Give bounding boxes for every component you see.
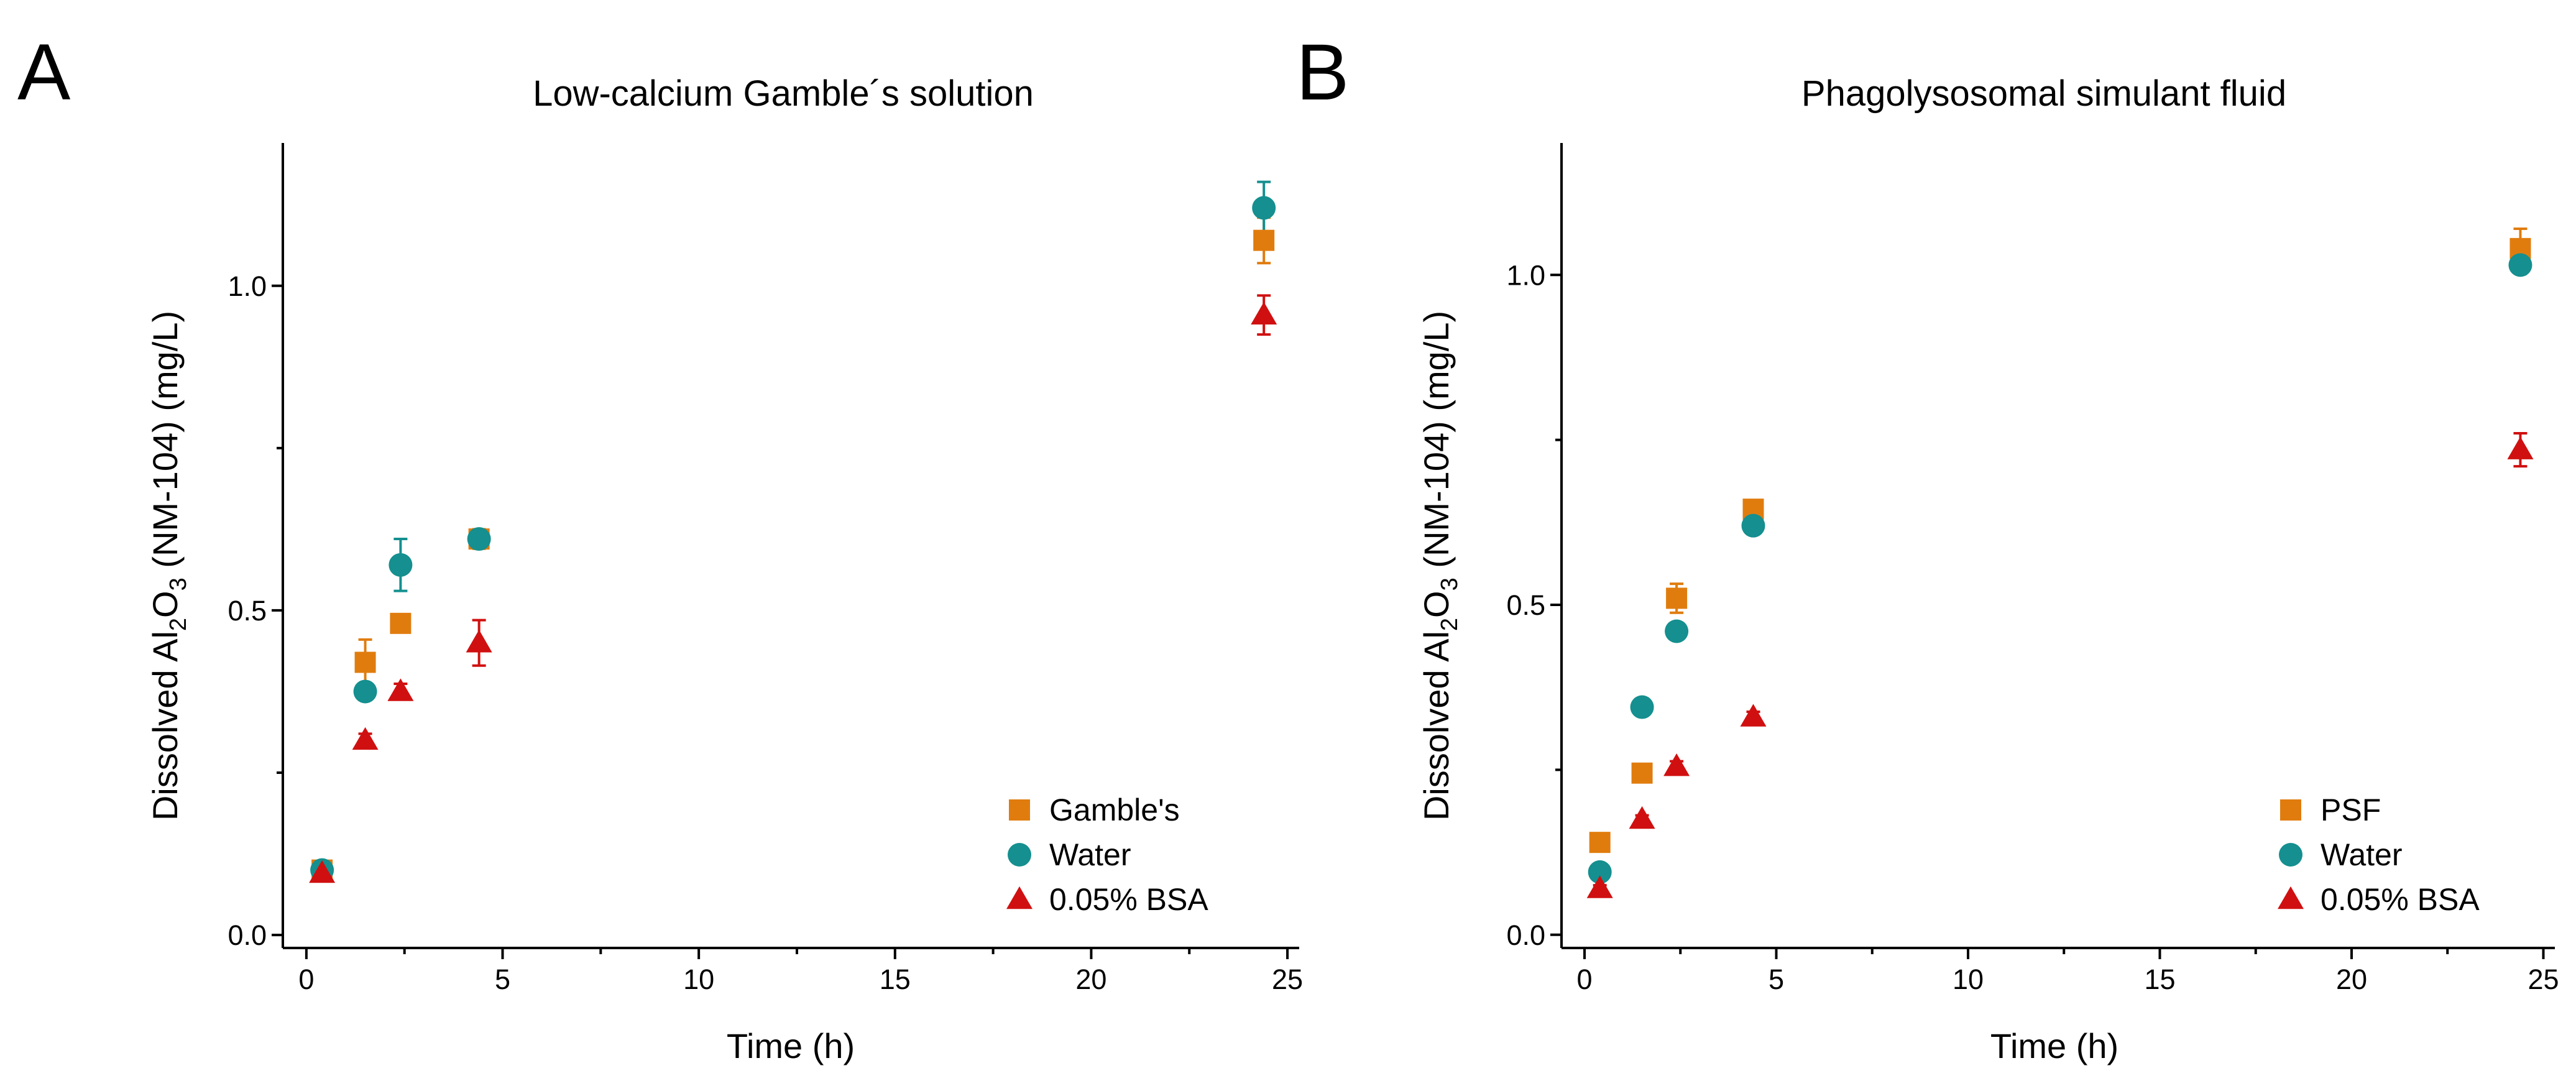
- legend-label-b: Water: [2321, 837, 2403, 872]
- panel-a-chart: A Low-calcium Gamble´s solution 0 5 10 15 20…: [17, 28, 1303, 1065]
- data-markers-b: [1586, 237, 2534, 898]
- y-tick-label-a: 0.0: [228, 919, 267, 951]
- y-tick-label-b: 0.0: [1506, 919, 1545, 951]
- y-axis-label-b-prefix: Dissolved Al: [1417, 631, 1456, 821]
- data-point-b-triangle: [1629, 806, 1655, 829]
- legend-label-a: Water: [1049, 837, 1131, 872]
- legend-entry-a: 0.05% BSA: [1006, 882, 1208, 917]
- data-point-a-circle: [353, 679, 377, 704]
- y-axis-label-a-sub1: 2: [165, 618, 191, 631]
- data-point-a-square: [1253, 229, 1275, 251]
- legend-marker-triangle: [1006, 886, 1033, 909]
- legend-label-a: 0.05% BSA: [1049, 882, 1208, 917]
- x-tick-label-b: 20: [2336, 964, 2367, 995]
- x-tick-label-b: 15: [2144, 964, 2175, 995]
- legend-entry-b: Water: [2279, 837, 2403, 872]
- data-point-a-triangle: [466, 630, 492, 653]
- y-axis-label-a-suffix: (NM-104) (mg/L): [145, 311, 185, 577]
- data-point-b-triangle: [1586, 875, 1613, 898]
- legend-marker-square: [2280, 799, 2301, 821]
- legend-entry-a: Water: [1008, 837, 1131, 872]
- legend-entry-a: Gamble's: [1009, 793, 1180, 827]
- y-axis-label-b-sub1: 2: [1437, 618, 1463, 631]
- x-tick-label-a: 0: [298, 964, 314, 995]
- y-axis-label-b-middle: O: [1417, 591, 1456, 618]
- x-tick-label-a: 10: [683, 964, 714, 995]
- y-axis-label-b: Dissolved Al2O3 (NM-104) (mg/L): [1417, 311, 1463, 821]
- x-tick-label-b: 5: [1769, 964, 1784, 995]
- legend-a: Gamble's Water 0.05% BSA: [1006, 793, 1208, 917]
- legend-label-b: 0.05% BSA: [2321, 882, 2480, 917]
- y-axis-label-a-sub2: 3: [165, 577, 191, 591]
- y-axis-label-b-sub2: 3: [1437, 577, 1463, 591]
- y-axis-label-a-middle: O: [145, 591, 185, 618]
- axis-ticks-b: 0 5 10 15 20 25 0.0 0.5 1.0: [1506, 259, 2559, 995]
- data-point-b-square: [1589, 832, 1611, 853]
- legend-label-a: Gamble's: [1049, 793, 1180, 827]
- error-bars-b: [1593, 227, 2528, 893]
- data-point-b-square: [1666, 587, 1688, 609]
- chart-title-a: Low-calcium Gamble´s solution: [533, 73, 1034, 114]
- chart-title-b: Phagolysosomal simulant fluid: [1801, 73, 2286, 114]
- data-point-a-square: [354, 651, 376, 673]
- data-point-b-circle: [1630, 695, 1654, 719]
- data-point-b-triangle: [1663, 753, 1690, 776]
- x-axis-label-b: Time (h): [1990, 1026, 2118, 1065]
- data-point-b-triangle: [2507, 436, 2534, 459]
- y-axis-label-a-prefix: Dissolved Al: [145, 631, 185, 821]
- legend-entry-b: PSF: [2280, 793, 2381, 827]
- y-tick-label-b: 0.5: [1506, 589, 1545, 621]
- legend-marker-triangle: [2278, 886, 2304, 909]
- axis-ticks-a: 0 5 10 15 20 25 0.0 0.5 1.0: [228, 270, 1303, 995]
- x-tick-label-b: 10: [1953, 964, 1984, 995]
- x-tick-label-a: 5: [495, 964, 510, 995]
- legend-entry-b: 0.05% BSA: [2278, 882, 2480, 917]
- legend-marker-circle: [1008, 843, 1031, 867]
- data-point-b-triangle: [1740, 704, 1767, 727]
- y-axis-label-a: Dissolved Al2O3 (NM-104) (mg/L): [145, 311, 191, 821]
- x-tick-label-a: 25: [1272, 964, 1303, 995]
- data-point-a-triangle: [1251, 301, 1277, 325]
- x-tick-label-b: 25: [2528, 964, 2559, 995]
- data-point-b-circle: [1741, 513, 1765, 538]
- legend-marker-circle: [2279, 843, 2302, 867]
- data-point-a-triangle: [387, 678, 414, 701]
- data-point-b-circle: [2508, 253, 2532, 277]
- data-point-b-square: [1631, 762, 1653, 784]
- data-point-a-triangle: [309, 860, 336, 883]
- data-point-a-circle: [389, 553, 413, 577]
- x-tick-label-a: 15: [880, 964, 911, 995]
- data-point-a-square: [390, 612, 412, 634]
- legend-label-b: PSF: [2321, 793, 2381, 827]
- legend-b: PSF Water 0.05% BSA: [2278, 793, 2480, 917]
- data-markers-a: [309, 196, 1277, 883]
- panel-letter-b: B: [1296, 28, 1349, 117]
- y-tick-label-a: 0.5: [228, 595, 267, 627]
- error-bars-a: [315, 180, 1271, 879]
- legend-marker-square: [1009, 799, 1030, 821]
- panel-b-chart: B Phagolysosomal simulant fluid 0 5 10 15 20…: [1296, 28, 2559, 1065]
- data-point-b-circle: [1588, 860, 1612, 884]
- data-point-a-triangle: [352, 727, 379, 750]
- data-point-a-circle: [467, 527, 491, 551]
- x-tick-label-a: 20: [1075, 964, 1106, 995]
- y-axis-label-b-suffix: (NM-104) (mg/L): [1417, 311, 1456, 577]
- y-tick-label-b: 1.0: [1506, 259, 1545, 291]
- panel-letter-a: A: [17, 28, 71, 117]
- data-point-b-circle: [1665, 619, 1689, 643]
- x-axis-label-a: Time (h): [727, 1026, 855, 1065]
- data-point-a-circle: [1252, 196, 1276, 220]
- y-tick-label-a: 1.0: [228, 270, 267, 302]
- x-tick-label-b: 0: [1577, 964, 1593, 995]
